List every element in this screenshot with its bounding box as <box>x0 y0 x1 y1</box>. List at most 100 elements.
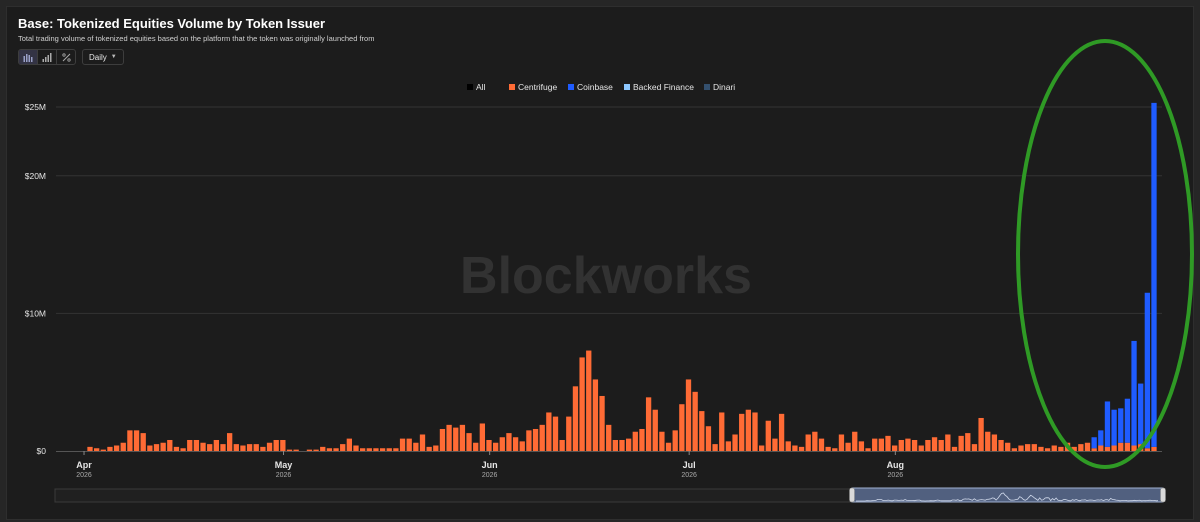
bar-centrifuge[interactable] <box>745 409 751 451</box>
bar-centrifuge[interactable] <box>938 439 944 451</box>
bar-centrifuge[interactable] <box>559 439 565 451</box>
bar-centrifuge[interactable] <box>998 439 1004 451</box>
bar-coinbase[interactable] <box>1151 102 1157 447</box>
bar-centrifuge[interactable] <box>293 449 299 451</box>
drag-handle-left-icon[interactable] <box>849 487 855 503</box>
bar-centrifuge[interactable] <box>493 442 499 451</box>
bar-centrifuge[interactable] <box>253 444 259 451</box>
bar-centrifuge[interactable] <box>213 439 219 451</box>
bar-centrifuge[interactable] <box>499 437 505 451</box>
bar-centrifuge[interactable] <box>672 430 678 451</box>
bar-centrifuge[interactable] <box>306 449 313 451</box>
bar-centrifuge[interactable] <box>512 437 519 451</box>
bar-centrifuge[interactable] <box>1044 448 1051 451</box>
bar-centrifuge[interactable] <box>825 446 831 451</box>
bar-centrifuge[interactable] <box>985 431 991 451</box>
bar-centrifuge[interactable] <box>1011 448 1017 451</box>
bar-centrifuge[interactable] <box>792 445 798 451</box>
bar-coinbase[interactable] <box>1098 430 1104 446</box>
bar-centrifuge[interactable] <box>100 449 106 451</box>
bar-centrifuge[interactable] <box>539 424 545 451</box>
bar-centrifuge[interactable] <box>918 445 924 451</box>
bar-coinbase[interactable] <box>1091 437 1097 449</box>
percent-icon[interactable] <box>57 50 75 64</box>
bar-centrifuge[interactable] <box>759 445 765 451</box>
bar-centrifuge[interactable] <box>1124 442 1131 451</box>
bar-centrifuge[interactable] <box>160 442 166 451</box>
bar-centrifuge[interactable] <box>406 438 412 451</box>
bar-centrifuge[interactable] <box>798 446 805 451</box>
bar-centrifuge[interactable] <box>1084 442 1091 451</box>
bar-centrifuge[interactable] <box>566 416 572 451</box>
bar-coinbase[interactable] <box>1124 398 1131 443</box>
bar-centrifuge[interactable] <box>87 446 93 451</box>
bar-centrifuge[interactable] <box>313 449 319 451</box>
bar-centrifuge[interactable] <box>725 441 732 451</box>
bar-centrifuge[interactable] <box>612 439 618 451</box>
bar-centrifuge[interactable] <box>905 438 911 451</box>
bar-centrifuge[interactable] <box>386 448 392 451</box>
bar-centrifuge[interactable] <box>685 379 692 451</box>
bar-centrifuge[interactable] <box>419 434 426 451</box>
bar-centrifuge[interactable] <box>872 438 878 451</box>
bar-centrifuge[interactable] <box>459 424 466 451</box>
bar-centrifuge[interactable] <box>1118 442 1124 451</box>
bar-centrifuge[interactable] <box>280 439 286 451</box>
bar-centrifuge[interactable] <box>592 379 599 451</box>
bar-centrifuge[interactable] <box>153 444 160 451</box>
bar-centrifuge[interactable] <box>133 430 140 451</box>
legend-item[interactable]: All <box>476 82 486 92</box>
bar-centrifuge[interactable] <box>865 448 871 451</box>
bar-centrifuge[interactable] <box>639 428 645 451</box>
bar-centrifuge[interactable] <box>885 435 891 451</box>
bar-coinbase[interactable] <box>1104 401 1111 447</box>
bar-centrifuge[interactable] <box>1018 445 1024 451</box>
bar-centrifuge[interactable] <box>739 413 745 451</box>
bar-centrifuge[interactable] <box>845 442 851 451</box>
bar-centrifuge[interactable] <box>978 417 984 451</box>
bar-centrifuge[interactable] <box>446 424 452 451</box>
bar-centrifuge[interactable] <box>852 431 858 451</box>
legend-item[interactable]: Centrifuge <box>518 82 557 92</box>
bar-centrifuge[interactable] <box>173 446 180 451</box>
bar-centrifuge[interactable] <box>113 445 120 451</box>
bar-centrifuge[interactable] <box>486 439 492 451</box>
bar-centrifuge[interactable] <box>433 445 439 451</box>
bar-centrifuge[interactable] <box>572 386 579 451</box>
bar-centrifuge[interactable] <box>1031 444 1037 451</box>
bar-coinbase[interactable] <box>1131 340 1137 446</box>
bar-centrifuge[interactable] <box>892 445 898 451</box>
bar-centrifuge[interactable] <box>207 444 213 451</box>
bar-coinbase[interactable] <box>1144 292 1150 449</box>
bar-centrifuge[interactable] <box>120 442 126 451</box>
bar-centrifuge[interactable] <box>579 357 585 451</box>
bar-centrifuge[interactable] <box>140 433 146 451</box>
bar-centrifuge[interactable] <box>951 446 958 451</box>
bar-centrifuge[interactable] <box>506 433 512 451</box>
bar-centrifuge[interactable] <box>705 426 712 451</box>
bar-centrifuge[interactable] <box>645 397 652 451</box>
bar-centrifuge[interactable] <box>526 430 532 451</box>
bar-centrifuge[interactable] <box>632 431 638 451</box>
bar-centrifuge[interactable] <box>413 442 419 451</box>
bar-centrifuge[interactable] <box>366 448 372 451</box>
bar-centrifuge[interactable] <box>785 441 791 451</box>
bar-centrifuge[interactable] <box>1005 442 1011 451</box>
bar-centrifuge[interactable] <box>732 434 738 451</box>
bar-centrifuge[interactable] <box>752 412 758 451</box>
bar-centrifuge[interactable] <box>1025 444 1031 451</box>
bar-centrifuge[interactable] <box>719 412 725 451</box>
bar-centrifuge[interactable] <box>1131 445 1137 451</box>
bar-centrifuge[interactable] <box>453 427 459 451</box>
bar-centrifuge[interactable] <box>652 409 658 451</box>
bar-centrifuge[interactable] <box>353 445 359 451</box>
bar-centrifuge[interactable] <box>519 441 525 451</box>
bar-centrifuge[interactable] <box>599 395 605 451</box>
bar-centrifuge[interactable] <box>127 430 133 451</box>
bar-centrifuge[interactable] <box>818 438 825 451</box>
interval-dropdown[interactable]: Daily ▼ <box>82 49 124 65</box>
bar-centrifuge[interactable] <box>878 438 884 451</box>
bar-centrifuge[interactable] <box>546 412 552 451</box>
bar-centrifuge[interactable] <box>260 446 266 451</box>
bar-centrifuge[interactable] <box>147 445 153 451</box>
